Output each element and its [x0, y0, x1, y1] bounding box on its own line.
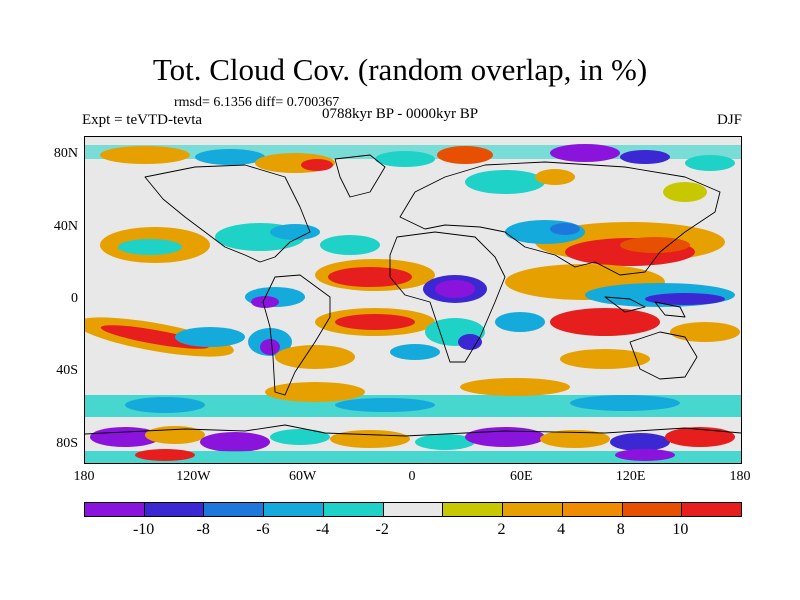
lon-tick-label: 180 [73, 469, 95, 484]
colorbar-label: 10 [672, 521, 689, 538]
colorbar-swatch [682, 503, 742, 516]
colorbar-label: -4 [315, 521, 330, 538]
anomaly-map [84, 136, 742, 464]
lat-tick-label: 80S [56, 435, 78, 451]
colorbar [84, 502, 742, 517]
stats-text: rmsd= 6.1356 diff= 0.700367 [174, 95, 340, 110]
lon-tick-label: 60W [289, 469, 317, 484]
colorbar-swatch [204, 503, 265, 516]
colorbar-label: -8 [196, 521, 210, 538]
lon-tick-label: 120W [176, 469, 211, 484]
colorbar-swatch [85, 503, 145, 516]
colorbar-label: 8 [616, 521, 625, 538]
colorbar-swatch [323, 503, 384, 516]
anomaly-fields [85, 144, 741, 463]
colorbar-swatch [503, 503, 563, 516]
coastlines [85, 154, 741, 437]
lat-tick-label: 80N [53, 146, 78, 162]
colorbar-swatch [562, 503, 623, 516]
lon-tick-label: 120E [615, 469, 646, 484]
lat-tick-label: 40N [53, 218, 78, 234]
experiment-label: Expt = teVTD-tevta [82, 112, 203, 128]
colorbar-label: -10 [132, 521, 155, 538]
lon-tick-label: 60E [510, 469, 533, 484]
colorbar-label: -2 [375, 521, 389, 538]
colorbar-swatch [443, 503, 504, 516]
lat-tick-label: 40S [56, 363, 78, 379]
colorbar-label: 4 [557, 521, 566, 538]
season-label: DJF [716, 112, 742, 128]
colorbar-swatch [383, 503, 444, 516]
plot-title: Tot. Cloud Cov. (random overlap, in %) [152, 52, 648, 87]
period-label: 0788kyr BP - 0000kyr BP [322, 106, 479, 122]
colorbar-label: -6 [256, 521, 270, 538]
lon-tick-label: 0 [408, 469, 416, 484]
lat-tick-label: 0 [71, 291, 78, 306]
colorbar-swatch [264, 503, 324, 516]
colorbar-swatch [622, 503, 683, 516]
lon-tick-label: 180 [729, 469, 751, 484]
colorbar-label: 2 [497, 521, 506, 538]
colorbar-swatch [144, 503, 205, 516]
